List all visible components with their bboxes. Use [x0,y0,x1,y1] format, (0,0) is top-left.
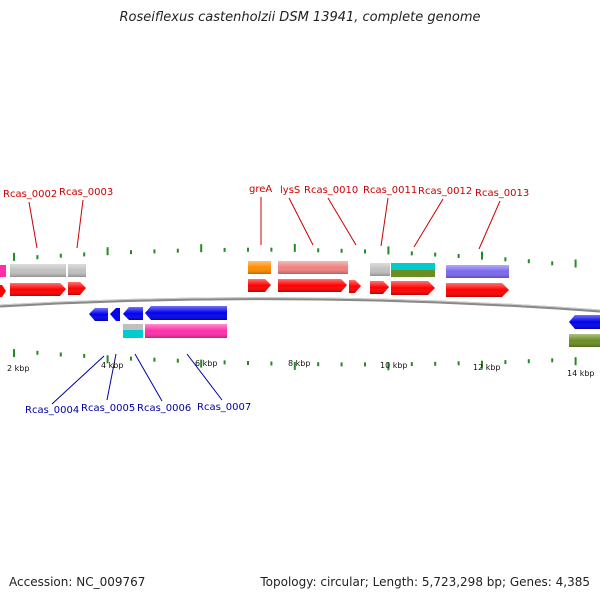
scale-label-6kbp: 6 kbp [195,359,217,368]
genome-title: Roseiflexus castenholzii DSM 13941, comp… [119,10,481,25]
scale-label-12kbp: 12 kbp [473,363,501,372]
cds-arrow-rcas0005[interactable] [110,308,120,321]
feature-olive-rcas0012[interactable] [391,270,435,277]
feature-shading [10,261,600,347]
upper-tick-row [13,243,577,268]
forward-leader-lines [28,197,501,250]
gene-label-rcas0005[interactable]: Rcas_0005 [81,403,135,414]
genome-summary-text: Topology: circular; Length: 5,723,298 bp… [260,575,590,589]
gene-label-rcas0004[interactable]: Rcas_0004 [25,405,79,416]
gene-label-rcas0012[interactable]: Rcas_0012 [418,186,472,197]
gene-label-rcas0010[interactable]: Rcas_0010 [304,185,358,196]
cds-arrow-fwd-0[interactable] [0,285,6,297]
scale-label-10kbp: 10 kbp [380,361,408,370]
feature-cyan-rcas0006[interactable] [123,330,143,338]
lower-tick-row [13,349,577,371]
accession-text: Accession: NC_009767 [9,575,146,589]
gene-label-lyss[interactable]: lysS [280,185,300,196]
feature-grey-left[interactable] [0,265,6,277]
feature-grey-rcas0006[interactable] [123,324,143,330]
feature-cyan-rcas0012[interactable] [391,263,435,270]
backbone-track-highlight [0,297,600,311]
scale-label-8kbp: 8 kbp [288,359,310,368]
gene-label-rcas0007[interactable]: Rcas_0007 [197,402,251,413]
gene-label-rcas0003[interactable]: Rcas_0003 [59,187,113,198]
scale-label-14kbp: 14 kbp [567,369,595,378]
gene-label-grea[interactable]: greA [249,184,272,195]
gene-label-rcas0011[interactable]: Rcas_0011 [363,185,417,196]
forward-gene-labels: Rcas_0002 Rcas_0003 greA lysS Rcas_0010 … [3,184,529,200]
backbone-track [0,297,600,313]
scale-label-4kbp: 4 kbp [101,361,123,370]
reverse-leader-lines [51,353,223,405]
scale-labels: 2 kbp 4 kbp 6 kbp 8 kbp 10 kbp 12 kbp 14… [7,359,595,378]
scale-label-2kbp: 2 kbp [7,364,29,373]
gene-label-rcas0013[interactable]: Rcas_0013 [475,188,529,199]
reverse-gene-labels: Rcas_0004 Rcas_0005 Rcas_0006 Rcas_0007 [25,402,251,416]
gene-label-rcas0006[interactable]: Rcas_0006 [137,403,191,414]
gene-label-rcas0002[interactable]: Rcas_0002 [3,189,57,200]
